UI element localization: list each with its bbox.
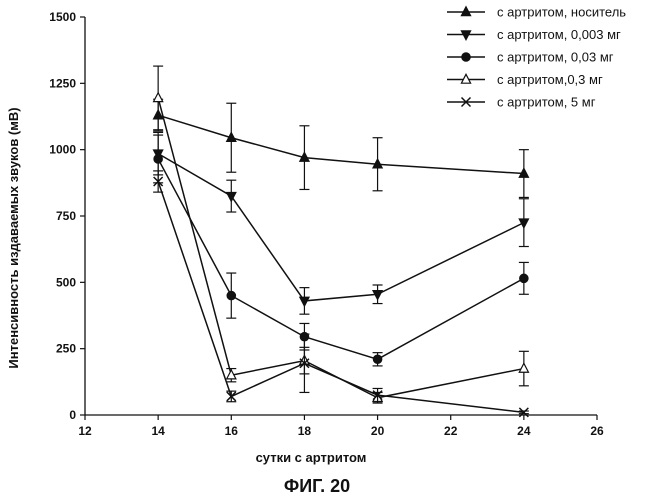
legend-marker	[461, 74, 470, 83]
data-point	[519, 363, 528, 372]
y-tick-label: 1250	[49, 76, 76, 90]
series-4	[153, 66, 529, 403]
legend-item: с артритом, носитель	[447, 5, 626, 20]
y-tick-label: 500	[56, 275, 76, 289]
series-line	[158, 154, 524, 301]
data-point	[300, 297, 309, 306]
x-tick-label: 12	[78, 424, 92, 438]
figure-caption: ФИГ. 20	[284, 476, 350, 496]
data-point	[154, 93, 163, 102]
y-tick-label: 0	[69, 408, 76, 422]
data-point	[227, 291, 236, 300]
legend-label: с артритом,0,3 мг	[497, 72, 603, 87]
series-line	[158, 115, 524, 173]
x-tick-label: 16	[225, 424, 239, 438]
legend-marker	[462, 53, 471, 62]
data-point	[373, 355, 382, 364]
y-axis-title: Интенсивность издаваемых звуков (мВ)	[6, 107, 21, 368]
y-tick-label: 750	[56, 209, 76, 223]
y-tick-label: 1000	[49, 143, 76, 157]
series-line	[158, 159, 524, 359]
plot-area	[153, 66, 529, 417]
legend-label: с артритом, носитель	[497, 5, 626, 20]
legend-marker	[461, 7, 470, 16]
series-line	[158, 98, 524, 398]
x-tick-label: 18	[298, 424, 312, 438]
x-tick-label: 14	[151, 424, 165, 438]
legend-item: с артритом, 0,003 мг	[447, 27, 621, 42]
x-tick-label: 20	[371, 424, 385, 438]
legend-marker	[461, 31, 470, 40]
legend: с артритом, носитель с артритом, 0,003 мг…	[447, 5, 626, 110]
y-tick-label: 250	[56, 342, 76, 356]
x-tick-label: 24	[517, 424, 531, 438]
x-tick-label: 26	[590, 424, 604, 438]
data-point	[520, 274, 529, 283]
x-axis-title: сутки с артритом	[256, 450, 367, 465]
legend-item: с артритом, 0,03 мг	[447, 50, 614, 65]
legend-label: с артритом, 5 мг	[497, 95, 596, 110]
series-2	[153, 132, 529, 314]
y-tick-label: 1500	[49, 10, 76, 24]
legend-item: с артритом, 5 мг	[447, 95, 596, 110]
legend-item: с артритом,0,3 мг	[447, 72, 603, 87]
legend-label: с артритом, 0,03 мг	[497, 50, 614, 65]
data-point	[154, 155, 163, 164]
legend-label: с артритом, 0,003 мг	[497, 27, 621, 42]
x-tick-label: 22	[444, 424, 458, 438]
